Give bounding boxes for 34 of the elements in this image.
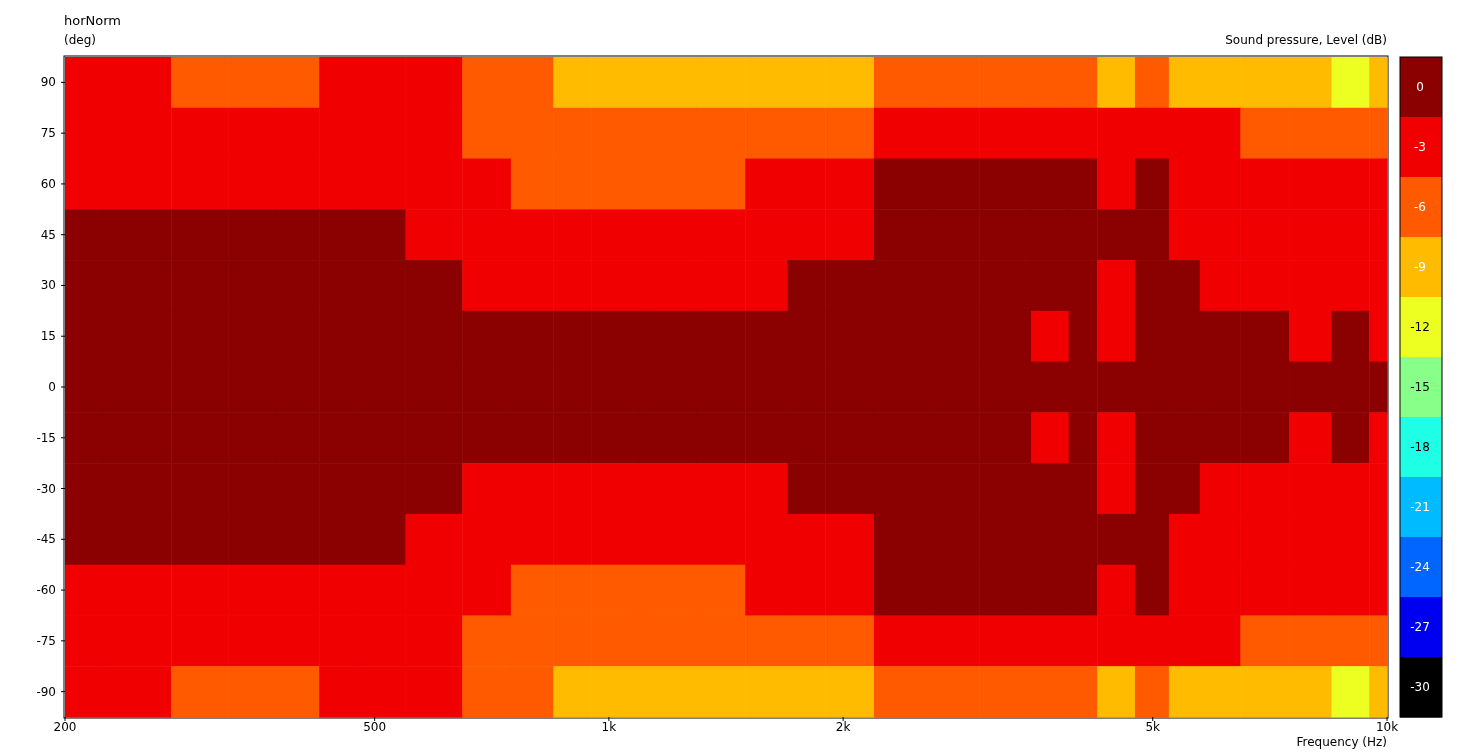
- color-bar-label: -18: [1410, 440, 1430, 454]
- y-tick-label: -45: [36, 532, 56, 547]
- color-bar-label: -30: [1410, 680, 1430, 694]
- x-tick-label: 200: [53, 720, 77, 734]
- x-tick-label: 2k: [835, 720, 851, 734]
- y-tick-label: -15: [36, 430, 56, 445]
- color-bar-label: -3: [1414, 140, 1426, 154]
- y-tick-label: 0: [48, 380, 56, 394]
- color-bar-label: -15: [1410, 380, 1430, 394]
- color-bar-label: -21: [1410, 500, 1430, 514]
- y-tick-label: 30: [40, 278, 56, 293]
- x-tick-label: 5k: [1145, 720, 1161, 734]
- y-tick-label: 75: [40, 126, 56, 141]
- color-bar-label: -9: [1414, 260, 1426, 274]
- y-tick-label: 15: [40, 329, 56, 344]
- y-tick-label: -75: [36, 633, 56, 648]
- color-bar-label: -12: [1410, 320, 1430, 334]
- y-tick-label: 90: [40, 75, 56, 90]
- x-tick-label: 10k: [1375, 720, 1399, 734]
- x-tick-label: 1k: [601, 720, 617, 734]
- color-bar-title: Sound pressure, Level (dB): [1225, 33, 1387, 47]
- y-tick-label: -90: [36, 684, 56, 699]
- color-bar-label: -27: [1410, 620, 1430, 634]
- color-bar-label: 0: [1416, 80, 1424, 94]
- y-axis-title: (deg): [64, 33, 96, 47]
- y-tick-label: 45: [40, 227, 56, 242]
- color-bar-label: -24: [1410, 560, 1430, 574]
- y-tick-label: -60: [36, 583, 56, 598]
- y-tick-label: -30: [36, 481, 56, 496]
- y-tick-label: 60: [40, 176, 56, 191]
- x-axis-title: Frequency (Hz): [1296, 735, 1387, 749]
- color-bar-label: -6: [1414, 200, 1426, 214]
- chart-title: horNorm: [64, 13, 121, 28]
- x-tick-label: 500: [363, 720, 387, 734]
